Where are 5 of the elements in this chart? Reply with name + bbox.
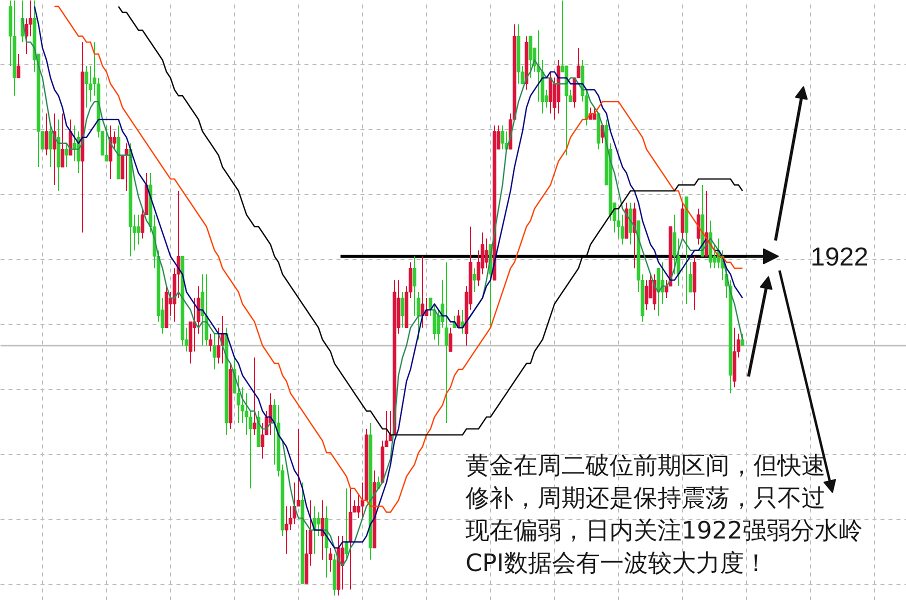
annotation: 黄金在周二破位前期区间，但快速 [466, 452, 826, 480]
text: 1922 [810, 241, 868, 272]
annotation: CPI数据会有一波较大力度！ [466, 549, 768, 577]
annotation: 现在偏弱，日内关注1922强弱分水岭 [466, 516, 863, 544]
annotation: 修补，周期还是保持震荡，只不过 [466, 484, 826, 512]
